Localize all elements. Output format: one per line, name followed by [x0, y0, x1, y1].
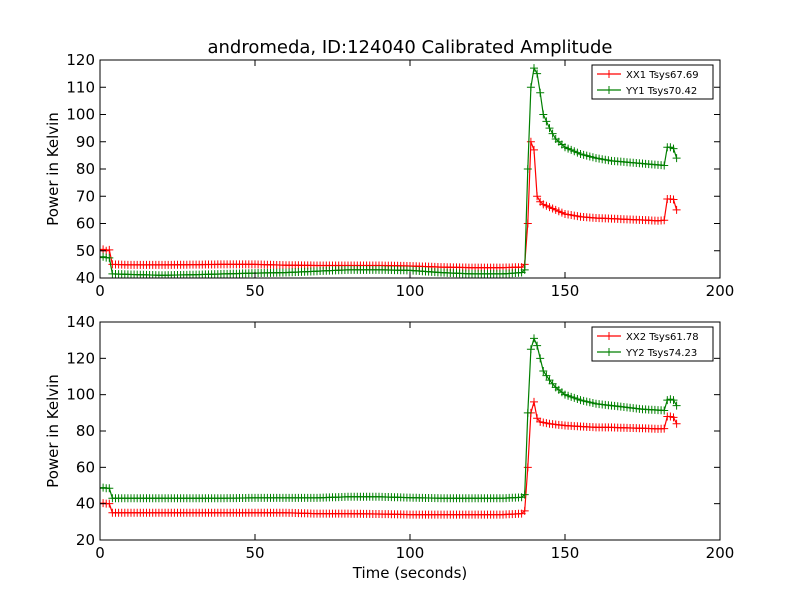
series-markers-1: [100, 137, 681, 272]
y-tick-label: 120: [66, 349, 95, 367]
data-point: [105, 499, 114, 508]
legend: XX1 Tsys67.69 YY1 Tsys70.42: [591, 64, 714, 100]
series-group: [100, 64, 681, 278]
data-point: [536, 88, 545, 97]
data-point: [539, 110, 548, 119]
y-tick-label: 90: [76, 133, 95, 151]
y-tick-label: 60: [76, 215, 95, 233]
y-axis-label: Power in Kelvin: [44, 374, 62, 488]
x-tick-label: 150: [551, 282, 580, 300]
data-point: [660, 406, 669, 415]
legend-item-1: XX1 Tsys67.69: [597, 70, 699, 81]
y-tick-label: 140: [66, 313, 95, 331]
x-tick-label: 0: [95, 282, 105, 300]
data-point: [526, 83, 535, 92]
legend-box: [591, 326, 714, 362]
x-tick-label: 200: [706, 282, 735, 300]
series-group: [100, 334, 681, 519]
x-tick-label: 0: [95, 544, 105, 562]
data-point: [530, 145, 538, 154]
data-point: [105, 253, 114, 262]
y-tick-label: 120: [66, 51, 95, 69]
legend-label: XX2 Tsys61.78: [626, 332, 699, 343]
x-axis-label: Time (seconds): [352, 564, 468, 582]
data-point: [526, 345, 535, 354]
data-point: [548, 129, 557, 138]
y-tick-label: 40: [76, 495, 95, 513]
x-tick-label: 50: [245, 282, 264, 300]
y-tick-label: 80: [76, 422, 95, 440]
series-markers-2: [100, 64, 681, 278]
data-point: [545, 124, 554, 133]
data-point: [530, 397, 538, 406]
legend-marker: [605, 86, 613, 94]
data-point: [672, 401, 681, 410]
data-point: [520, 490, 529, 499]
subplot-1: 0 50 100 150 200 40 50 60 70 80 90 100 110 120 Power i…: [44, 51, 734, 300]
data-point: [523, 219, 532, 228]
legend-item-1: XX2 Tsys61.78: [597, 332, 699, 343]
subplot-2: 0 50 100 150 200 20 40 60 80 100 120 140 Power in Ke…: [44, 313, 734, 562]
data-point: [669, 413, 678, 422]
x-tick-label: 200: [706, 544, 735, 562]
legend-marker: [605, 70, 613, 78]
y-axis-label: Power in Kelvin: [44, 112, 62, 226]
y-tick-label: 100: [66, 386, 95, 404]
legend-label: XX1 Tsys67.69: [626, 70, 699, 81]
data-point: [660, 161, 669, 170]
data-point: [542, 371, 551, 380]
data-point: [533, 341, 542, 350]
legend-marker: [605, 332, 613, 340]
legend-label: YY1 Tsys70.42: [625, 86, 697, 97]
data-point: [542, 117, 551, 126]
y-tick-label: 40: [76, 269, 95, 287]
x-tick-label: 150: [551, 544, 580, 562]
legend: XX2 Tsys61.78 YY2 Tsys74.23: [591, 326, 714, 362]
y-tick-label: 50: [76, 242, 95, 260]
data-point: [530, 334, 538, 343]
y-tick-label: 100: [66, 106, 95, 124]
legend-item-2: YY1 Tsys70.42: [597, 86, 697, 97]
data-point: [536, 354, 545, 363]
legend-marker: [605, 348, 613, 356]
data-point: [539, 367, 548, 376]
y-tick-label: 20: [76, 531, 95, 549]
legend-box: [591, 64, 714, 100]
x-tick-label: 50: [245, 544, 264, 562]
data-point: [672, 419, 681, 428]
data-point: [669, 195, 678, 204]
legend-item-2: YY2 Tsys74.23: [597, 348, 697, 359]
series-markers-2: [100, 334, 681, 503]
data-point: [523, 165, 532, 173]
y-tick-label: 80: [76, 160, 95, 178]
data-point: [105, 245, 114, 254]
data-point: [526, 137, 535, 146]
data-point: [533, 69, 542, 78]
data-point: [660, 424, 669, 433]
data-point: [672, 154, 681, 163]
x-tick-label: 100: [396, 282, 425, 300]
data-point: [660, 216, 669, 225]
data-point: [669, 144, 678, 153]
data-point: [530, 64, 538, 73]
series-markers-1: [100, 397, 681, 519]
x-tick-label: 100: [396, 544, 425, 562]
data-point: [672, 205, 681, 214]
y-tick-label: 70: [76, 187, 95, 205]
y-tick-label: 60: [76, 458, 95, 476]
legend-label: YY2 Tsys74.23: [625, 348, 697, 359]
data-point: [669, 396, 678, 405]
data-point: [523, 408, 532, 417]
data-point: [105, 484, 114, 493]
data-point: [520, 265, 529, 274]
data-point: [533, 192, 542, 201]
figure-title: andromeda, ID:124040 Calibrated Amplitud…: [207, 37, 612, 58]
data-point: [520, 506, 529, 515]
y-tick-label: 110: [66, 78, 95, 96]
